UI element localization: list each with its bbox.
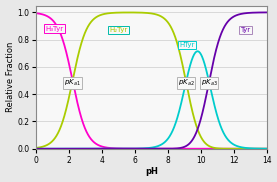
Text: H₂Tyr: H₂Tyr [109, 27, 128, 33]
Text: HTyr: HTyr [179, 42, 194, 48]
Text: $pK_{a1}$: $pK_{a1}$ [64, 78, 81, 88]
Y-axis label: Relative Fraction: Relative Fraction [6, 42, 15, 112]
Text: H₃Tyr: H₃Tyr [45, 26, 63, 32]
Text: $pK_{a2}$: $pK_{a2}$ [178, 78, 194, 88]
Text: Tyr: Tyr [240, 27, 250, 33]
X-axis label: pH: pH [145, 167, 158, 176]
Text: $pK_{a3}$: $pK_{a3}$ [201, 78, 217, 88]
